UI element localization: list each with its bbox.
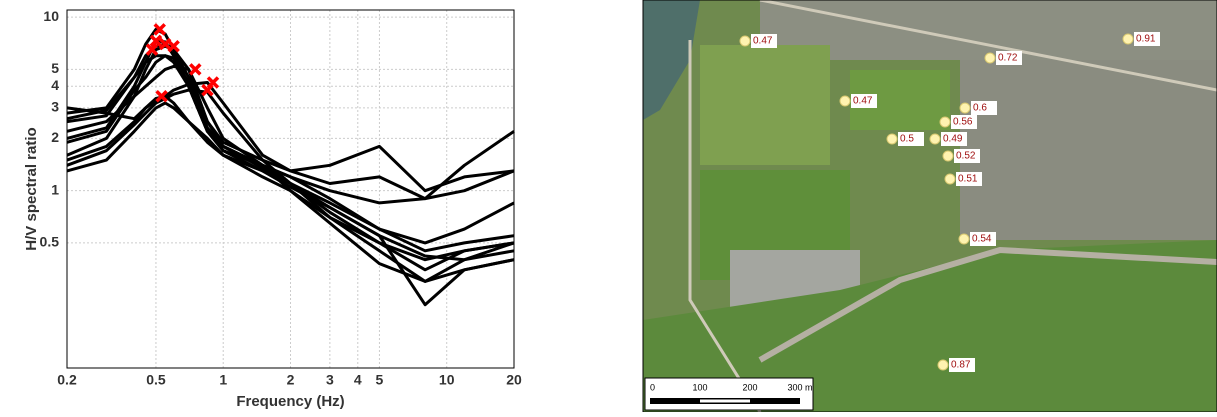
y-axis-label: H/V spectral ratio — [23, 127, 40, 250]
site-label: 0.51 — [958, 174, 978, 185]
x-tick-label: 10 — [439, 372, 455, 388]
y-tick-label: 0.5 — [40, 234, 60, 250]
y-tick-label: 10 — [43, 8, 59, 24]
figure: 0.470.720.910.470.60.560.50.490.520.510.… — [0, 0, 1217, 412]
site-label: 0.91 — [1136, 34, 1156, 45]
y-tick-label: 3 — [51, 99, 59, 115]
x-tick-label: 20 — [506, 372, 522, 388]
map: 0.47 0.72 0.91 0.47 0.60.56 0.5 0.49 0.52 0.51 0.… — [643, 0, 1217, 412]
site-label: 0.72 — [998, 53, 1018, 64]
x-tick-label: 0.2 — [57, 372, 77, 388]
site-label: 0.49 — [943, 134, 963, 145]
x-axis-label: Frequency (Hz) — [236, 393, 344, 410]
scale-bar — [700, 400, 750, 403]
site-label: 0.47 — [753, 36, 773, 47]
site-marker — [940, 117, 950, 127]
site-marker — [985, 53, 995, 63]
y-tick-label: 1 — [51, 181, 59, 197]
site-marker — [740, 36, 750, 46]
x-tick-label: 0.5 — [146, 372, 166, 388]
y-tick-label: 4 — [51, 77, 59, 93]
scale-label: 0 — [650, 382, 655, 392]
x-tick-label: 2 — [287, 372, 295, 388]
site-marker — [1123, 34, 1133, 44]
site-marker — [960, 103, 970, 113]
x-tick-label: 5 — [376, 372, 384, 388]
site-label: 0.87 — [951, 360, 971, 371]
field — [700, 45, 830, 165]
y-tick-label: 2 — [51, 129, 59, 145]
site-marker — [938, 360, 948, 370]
site-label: 0.52 — [956, 151, 976, 162]
site-label: 0.6 — [973, 103, 987, 114]
site-label: 0.54 — [972, 234, 992, 245]
site-marker — [959, 234, 969, 244]
site-marker — [840, 96, 850, 106]
site-marker — [943, 151, 953, 161]
x-tick-label: 1 — [219, 372, 227, 388]
site-marker — [887, 134, 897, 144]
town — [960, 60, 1217, 240]
site-marker — [945, 174, 955, 184]
x-tick-label: 4 — [354, 372, 362, 388]
site-marker — [930, 134, 940, 144]
scale-label: 300 m — [787, 382, 812, 392]
site-label: 0.47 — [853, 96, 873, 107]
site-label: 0.5 — [900, 134, 914, 145]
y-tick-label: 5 — [51, 60, 59, 76]
scale-label: 100 — [692, 382, 707, 392]
site-label: 0.56 — [953, 117, 973, 128]
x-tick-label: 3 — [326, 372, 334, 388]
scale-label: 200 — [742, 382, 757, 392]
